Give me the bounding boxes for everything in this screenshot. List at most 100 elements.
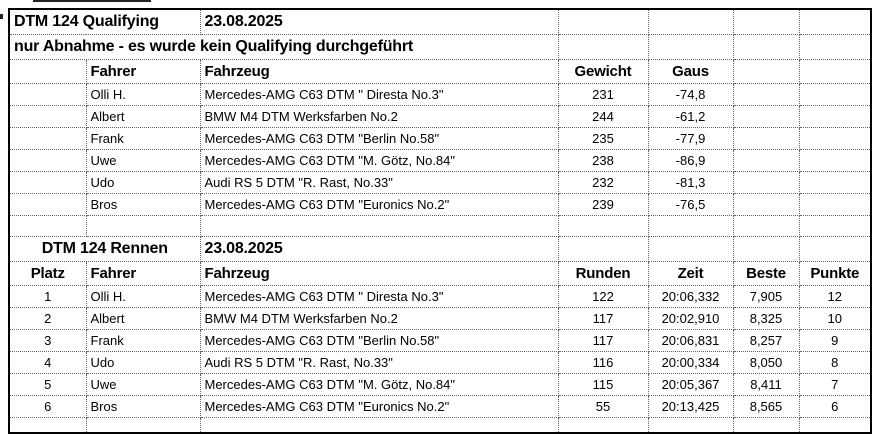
cell-beste: 8,257 (732, 329, 800, 352)
qualifying-header-row: Fahrer Fahrzeug Gewicht Gaus (8, 59, 872, 84)
empty-cell (798, 171, 872, 194)
empty-cell (798, 127, 872, 150)
qualifying-row: Olli H. Mercedes-AMG C63 DTM " Diresta N… (8, 83, 872, 106)
cell-punkte: 10 (798, 307, 872, 330)
cell-fahrer: Albert (85, 105, 201, 128)
cell-punkte: 12 (798, 285, 872, 308)
empty-cell (8, 105, 87, 128)
empty-cell (199, 417, 559, 434)
empty-cell (798, 59, 872, 84)
cell-punkte: 7 (798, 373, 872, 396)
cell-fahrzeug: Mercedes-AMG C63 DTM " Diresta No.3" (199, 83, 559, 106)
col-header-gewicht: Gewicht (557, 59, 649, 84)
empty-cell (557, 215, 649, 237)
empty-cell (85, 417, 201, 434)
empty-cell (8, 171, 87, 194)
empty-cell (557, 8, 649, 35)
cell-beste: 8,411 (732, 373, 800, 396)
qualifying-row: Bros Mercedes-AMG C63 DTM "Euronics No.2… (8, 193, 872, 216)
cell-runden: 122 (557, 285, 649, 308)
cell-beste: 8,325 (732, 307, 800, 330)
cell-fahrer: Albert (85, 307, 201, 330)
empty-cell (798, 417, 872, 434)
empty-cell (732, 105, 800, 128)
rennen-row: 6 Bros Mercedes-AMG C63 DTM "Euronics No… (8, 395, 872, 418)
cell-gaus: -76,5 (647, 193, 734, 216)
empty-cell (798, 149, 872, 172)
cell-gaus: -77,9 (647, 127, 734, 150)
cell-fahrzeug: BMW M4 DTM Werksfarben No.2 (199, 307, 559, 330)
empty-cell (647, 34, 734, 60)
cell-zeit: 20:02,910 (647, 307, 734, 330)
cell-platz: 4 (8, 351, 87, 374)
cell-gewicht: 239 (557, 193, 649, 216)
empty-cell (798, 215, 872, 237)
qualifying-date: 23.08.2025 (199, 8, 559, 35)
empty-cell (732, 215, 800, 237)
col-header-fahrer: Fahrer (85, 59, 201, 84)
cell-gewicht: 238 (557, 149, 649, 172)
empty-cell (8, 417, 87, 434)
empty-cell (732, 34, 800, 60)
empty-cell (8, 149, 87, 172)
cell-zeit: 20:06,831 (647, 329, 734, 352)
empty-cell (732, 83, 800, 106)
cell-platz: 5 (8, 373, 87, 396)
cell-platz: 3 (8, 329, 87, 352)
empty-cell (798, 193, 872, 216)
rennen-row: 4 Udo Audi RS 5 DTM "R. Rast, No.33" 116… (8, 351, 872, 374)
col-header-punkte: Punkte (798, 261, 872, 286)
cell-fahrer: Frank (85, 329, 201, 352)
left-edge-artifact (0, 14, 3, 19)
cell-fahrer: Uwe (85, 373, 201, 396)
qualifying-row: Udo Audi RS 5 DTM "R. Rast, No.33" 232 -… (8, 171, 872, 194)
col-header-platz: Platz (8, 261, 87, 286)
rennen-header-row: Platz Fahrer Fahrzeug Runden Zeit Beste … (8, 261, 872, 286)
qualifying-title: DTM 124 Qualifying (8, 8, 201, 35)
qualifying-title-row: DTM 124 Qualifying 23.08.2025 (8, 8, 872, 35)
cell-runden: 117 (557, 307, 649, 330)
empty-cell (732, 149, 800, 172)
empty-cell (557, 236, 649, 262)
qualifying-row: Frank Mercedes-AMG C63 DTM "Berlin No.58… (8, 127, 872, 150)
cell-runden: 117 (557, 329, 649, 352)
cell-fahrzeug: Mercedes-AMG C63 DTM " Diresta No.3" (199, 285, 559, 308)
cell-gewicht: 244 (557, 105, 649, 128)
cell-platz: 6 (8, 395, 87, 418)
empty-cell (798, 83, 872, 106)
empty-cell (647, 215, 734, 237)
empty-cell (199, 215, 559, 237)
empty-cell (732, 236, 800, 262)
qualifying-note: nur Abnahme - es wurde kein Qualifying d… (8, 34, 559, 60)
cell-platz: 1 (8, 285, 87, 308)
cell-fahrer: Bros (85, 395, 201, 418)
qualifying-row: Albert BMW M4 DTM Werksfarben No.2 244 -… (8, 105, 872, 128)
cell-gewicht: 232 (557, 171, 649, 194)
empty-cell (647, 417, 734, 434)
empty-cell (8, 59, 87, 84)
empty-cell (557, 417, 649, 434)
empty-cell (557, 34, 649, 60)
cell-beste: 7,905 (732, 285, 800, 308)
cell-runden: 116 (557, 351, 649, 374)
cell-fahrzeug: Mercedes-AMG C63 DTM "Euronics No.2" (199, 395, 559, 418)
col-header-zeit: Zeit (647, 261, 734, 286)
empty-cell (647, 236, 734, 262)
empty-cell (647, 8, 734, 35)
cell-fahrzeug: Mercedes-AMG C63 DTM "Berlin No.58" (199, 329, 559, 352)
empty-cell (798, 236, 872, 262)
qualifying-row: Uwe Mercedes-AMG C63 DTM "M. Götz, No.84… (8, 149, 872, 172)
col-header-gaus: Gaus (647, 59, 734, 84)
col-header-runden: Runden (557, 261, 649, 286)
rennen-row: 1 Olli H. Mercedes-AMG C63 DTM " Diresta… (8, 285, 872, 308)
cell-fahrer: Olli H. (85, 285, 201, 308)
cell-fahrzeug: Mercedes-AMG C63 DTM "M. Götz, No.84" (199, 149, 559, 172)
empty-cell (8, 193, 87, 216)
empty-cell (8, 83, 87, 106)
rennen-row: 5 Uwe Mercedes-AMG C63 DTM "M. Götz, No.… (8, 373, 872, 396)
cell-gewicht: 235 (557, 127, 649, 150)
results-sheet: DTM 124 Qualifying 23.08.2025 nur Abnahm… (8, 8, 872, 434)
cell-gewicht: 231 (557, 83, 649, 106)
cell-zeit: 20:06,332 (647, 285, 734, 308)
top-edge-artifact (33, 0, 151, 2)
